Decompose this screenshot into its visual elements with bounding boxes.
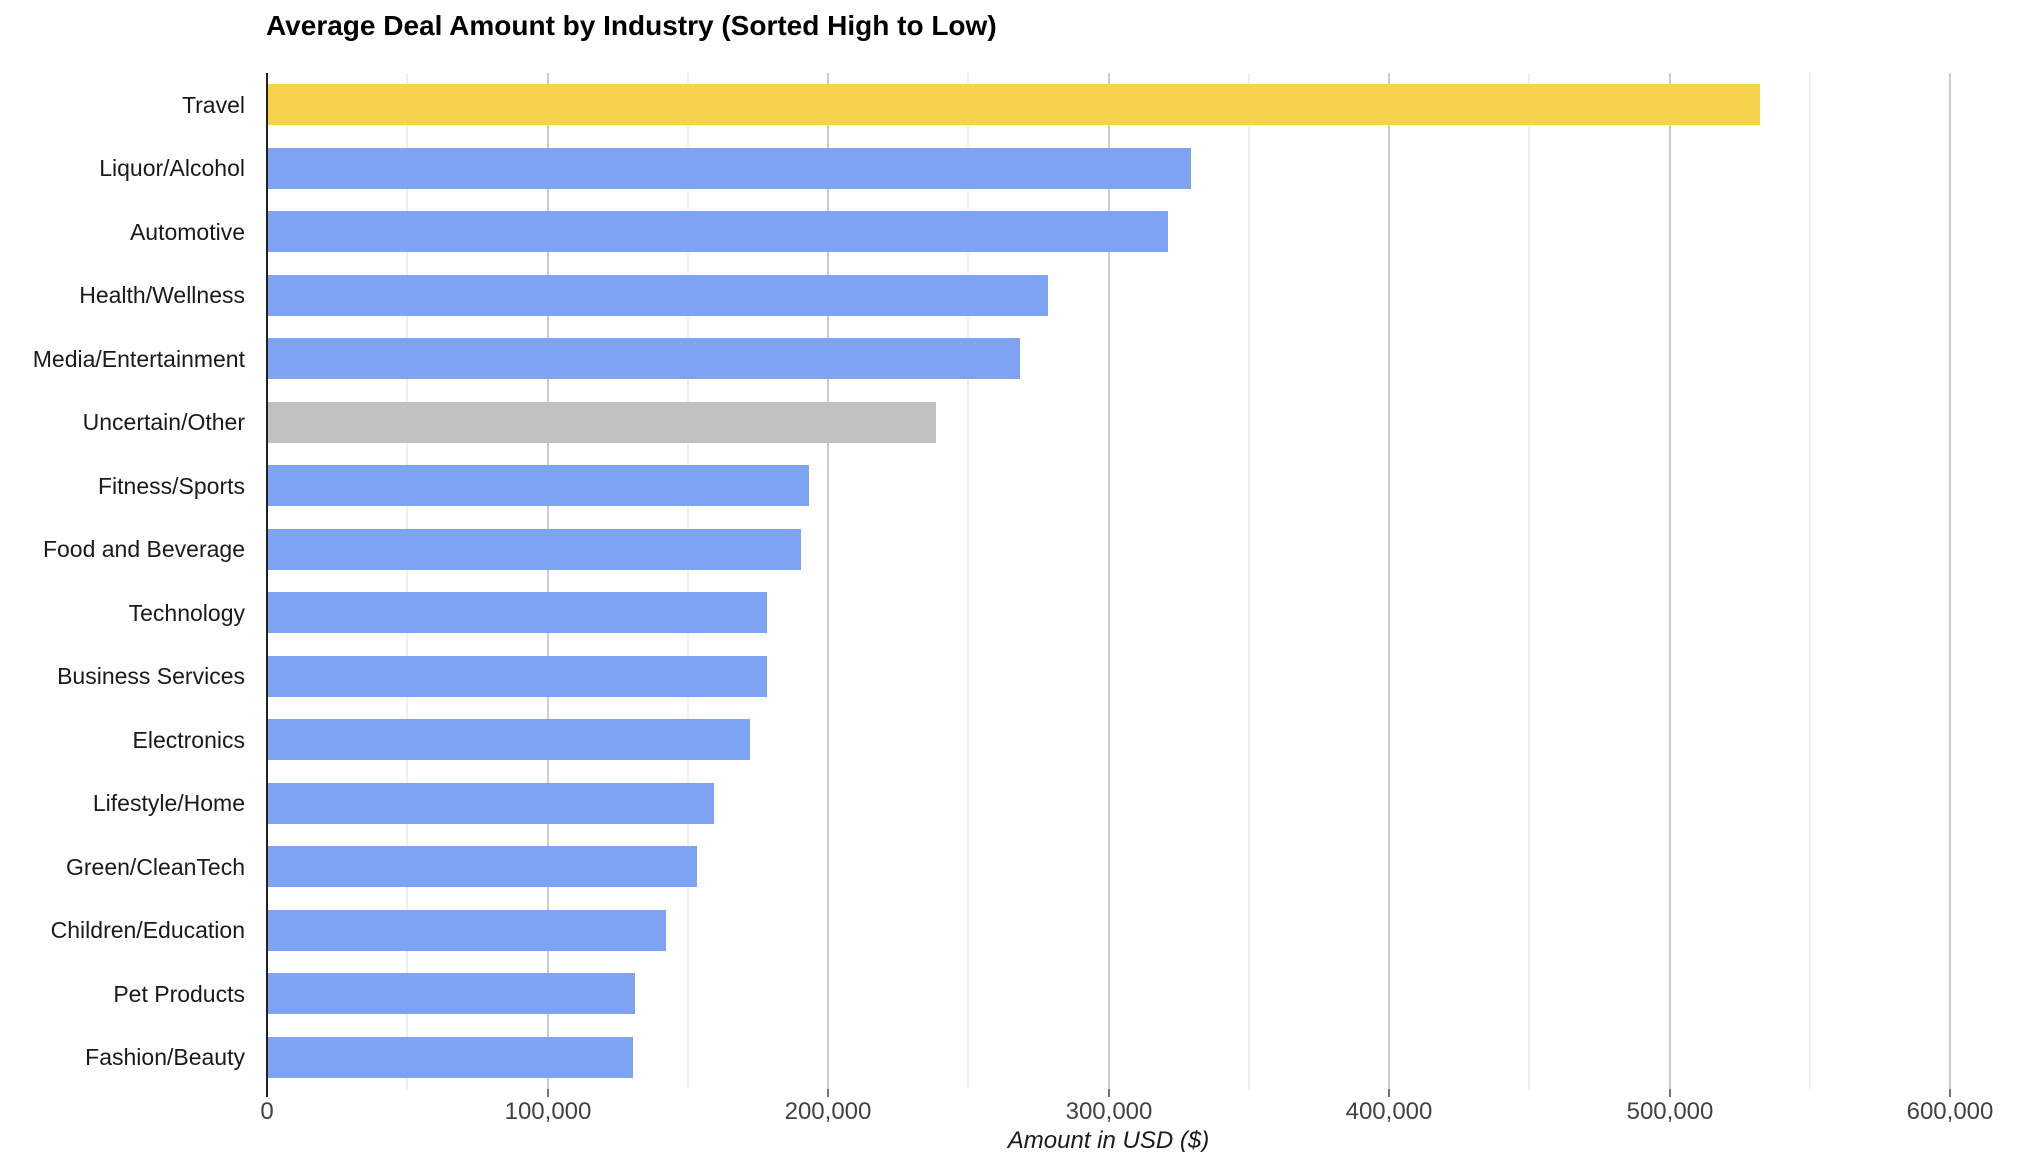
bar-children-education (268, 910, 666, 951)
category-label: Health/Wellness (79, 282, 245, 308)
bar-fitness-sports (268, 465, 809, 506)
x-axis-tick (827, 1089, 829, 1097)
bar-travel (268, 84, 1760, 125)
gridline (1949, 73, 1951, 1089)
x-tick-label: 0 (260, 1098, 274, 1125)
x-tick-label: 400,000 (1345, 1098, 1433, 1125)
bar-lifestyle-home (268, 783, 714, 824)
bar-uncertain-other (268, 402, 936, 443)
x-tick-label: 200,000 (784, 1098, 872, 1125)
category-label: Media/Entertainment (32, 346, 245, 372)
gridline (1388, 73, 1390, 1089)
bar-technology (268, 592, 767, 633)
category-label: Liquor/Alcohol (99, 155, 245, 181)
gridline (1809, 73, 1811, 1089)
gridline (406, 73, 408, 1089)
category-label: Automotive (129, 219, 245, 245)
category-label: Pet Products (113, 981, 245, 1007)
gridline (1248, 73, 1250, 1089)
bar-health-wellness (268, 275, 1048, 316)
category-label: Green/CleanTech (66, 854, 245, 880)
gridline (1108, 73, 1110, 1089)
category-label: Children/Education (50, 917, 245, 943)
category-label: Business Services (57, 663, 245, 689)
gridline (1669, 73, 1671, 1089)
y-axis-line (266, 73, 268, 1097)
bar-food-and-beverage (268, 529, 801, 570)
x-axis-tick (1108, 1089, 1110, 1097)
x-tick-label: 100,000 (504, 1098, 592, 1125)
category-label: Technology (128, 600, 245, 626)
bar-liquor-alcohol (268, 148, 1191, 189)
bar-automotive (268, 211, 1168, 252)
category-label: Food and Beverage (42, 536, 245, 562)
category-label: Electronics (132, 727, 245, 753)
category-label: Fashion/Beauty (85, 1044, 245, 1070)
bar-electronics (268, 719, 750, 760)
gridline (687, 73, 689, 1089)
chart-title: Average Deal Amount by Industry (Sorted … (266, 10, 997, 41)
category-label: Travel (181, 92, 245, 118)
category-label: Lifestyle/Home (92, 790, 245, 816)
gridline (1528, 73, 1530, 1089)
bar-business-services (268, 656, 767, 697)
bar-pet-products (268, 973, 635, 1014)
category-label: Fitness/Sports (98, 473, 245, 499)
x-tick-label: 500,000 (1626, 1098, 1714, 1125)
bar-media-entertainment (268, 338, 1020, 379)
x-axis-tick (547, 1089, 549, 1097)
category-label: Uncertain/Other (82, 409, 245, 435)
x-axis-tick (1388, 1089, 1390, 1097)
x-axis-tick (1949, 1089, 1951, 1097)
gridline (827, 73, 829, 1089)
gridline (547, 73, 549, 1089)
x-axis-tick (1669, 1089, 1671, 1097)
x-axis-title: Amount in USD ($) (1007, 1127, 1210, 1152)
bar-fashion-beauty (268, 1037, 633, 1078)
x-tick-label: 600,000 (1906, 1098, 1994, 1125)
bar-green-cleantech (268, 846, 697, 887)
gridline (967, 73, 969, 1089)
x-tick-label: 300,000 (1065, 1098, 1153, 1125)
